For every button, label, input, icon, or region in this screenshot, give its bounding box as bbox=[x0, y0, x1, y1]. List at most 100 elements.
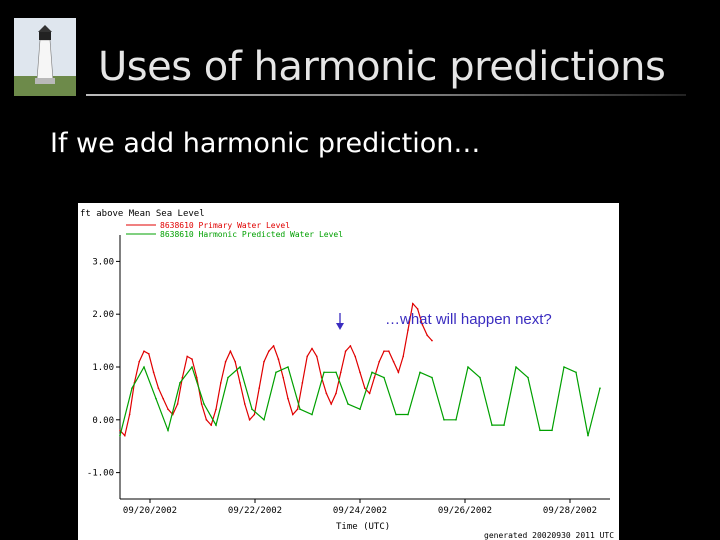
annotation-text: …what will happen next? bbox=[385, 311, 552, 328]
data-point bbox=[344, 350, 347, 352]
data-point bbox=[335, 392, 337, 395]
data-point bbox=[368, 392, 371, 395]
data-point bbox=[239, 382, 241, 384]
data-point bbox=[378, 360, 381, 363]
data-point bbox=[347, 403, 349, 405]
data-point bbox=[407, 329, 409, 331]
data-point bbox=[248, 419, 251, 421]
data-point bbox=[292, 413, 294, 416]
x-tick-label: 09/20/2002 bbox=[123, 506, 177, 516]
data-point bbox=[210, 424, 212, 426]
data-point bbox=[282, 376, 284, 379]
data-point bbox=[272, 345, 275, 347]
data-point bbox=[251, 408, 253, 411]
data-point bbox=[124, 434, 126, 437]
chart-axes: 3.00 2.00 1.00 0.00 -1.00 09/20/2002 09/22/200… bbox=[87, 235, 610, 516]
data-point bbox=[181, 376, 184, 379]
data-point bbox=[179, 382, 181, 384]
legend-entry: 8638610 Harmonic Predicted Water Level bbox=[160, 230, 343, 239]
slide-subtitle: If we add harmonic prediction… bbox=[50, 128, 481, 159]
data-point bbox=[119, 434, 121, 437]
data-point bbox=[224, 360, 227, 363]
data-point bbox=[388, 350, 390, 352]
data-point bbox=[316, 355, 318, 358]
data-point bbox=[306, 355, 308, 358]
chart-series bbox=[119, 302, 601, 437]
data-point bbox=[311, 413, 313, 416]
data-point bbox=[167, 429, 169, 432]
data-point bbox=[239, 366, 241, 368]
data-point bbox=[258, 387, 260, 389]
data-point bbox=[551, 429, 553, 432]
data-point bbox=[412, 302, 414, 305]
data-point bbox=[277, 358, 280, 360]
x-tick-label: 09/28/2002 bbox=[543, 506, 597, 516]
y-tick-label: 1.00 bbox=[92, 363, 114, 373]
data-point bbox=[311, 347, 313, 350]
data-point bbox=[383, 350, 385, 352]
data-point bbox=[587, 434, 589, 437]
data-point bbox=[364, 387, 366, 389]
data-point bbox=[148, 353, 150, 355]
data-point bbox=[301, 382, 304, 384]
data-point bbox=[383, 376, 385, 379]
data-point bbox=[373, 376, 376, 379]
y-tick-label: 0.00 bbox=[92, 416, 114, 426]
chart-annotations: …what will happen next? bbox=[336, 311, 552, 330]
data-point bbox=[143, 350, 145, 352]
data-point bbox=[220, 382, 222, 384]
data-point bbox=[515, 366, 517, 368]
data-point bbox=[203, 403, 205, 405]
y-tick-label: 2.00 bbox=[92, 310, 114, 320]
data-point bbox=[563, 366, 565, 368]
x-tick-label: 09/26/2002 bbox=[438, 506, 492, 516]
y-tick-label: -1.00 bbox=[87, 469, 114, 479]
chart-footer: generated 20020930 2011 UTC bbox=[484, 531, 614, 540]
data-point bbox=[205, 419, 208, 421]
data-point bbox=[416, 308, 419, 310]
tide-chart: ft above Mean Sea Level 8638610 Primary … bbox=[78, 203, 619, 540]
data-point bbox=[330, 403, 332, 405]
data-point bbox=[335, 371, 337, 374]
data-point bbox=[419, 371, 421, 374]
data-point bbox=[443, 419, 445, 421]
data-point bbox=[119, 429, 121, 432]
data-point bbox=[402, 355, 405, 358]
data-point bbox=[299, 408, 301, 411]
data-point bbox=[263, 360, 265, 363]
data-point bbox=[407, 413, 409, 416]
data-point bbox=[455, 419, 457, 421]
data-point bbox=[340, 371, 342, 374]
data-point bbox=[143, 366, 145, 368]
y-axis-label: ft above Mean Sea Level bbox=[80, 209, 205, 219]
data-point bbox=[253, 413, 256, 416]
data-point bbox=[421, 323, 424, 326]
annotation-arrow-head bbox=[336, 323, 344, 330]
data-point bbox=[152, 371, 155, 374]
data-point bbox=[503, 424, 505, 426]
x-tick-label: 09/22/2002 bbox=[228, 506, 282, 516]
data-point bbox=[275, 371, 277, 374]
data-point bbox=[155, 397, 157, 400]
data-point bbox=[527, 376, 529, 379]
data-point bbox=[431, 376, 433, 379]
data-point bbox=[138, 360, 140, 363]
data-point bbox=[296, 408, 299, 411]
data-point bbox=[263, 419, 265, 421]
data-point bbox=[176, 403, 179, 405]
data-point bbox=[157, 387, 160, 389]
data-point bbox=[229, 350, 232, 352]
data-point bbox=[371, 371, 373, 374]
data-point bbox=[349, 345, 352, 347]
data-point bbox=[191, 366, 193, 368]
data-point bbox=[323, 371, 325, 374]
data-point bbox=[287, 366, 289, 368]
data-point bbox=[215, 408, 217, 411]
data-point bbox=[244, 403, 246, 405]
data-point bbox=[479, 376, 481, 379]
data-point bbox=[325, 392, 328, 395]
data-point bbox=[162, 397, 164, 400]
x-tick-label: 09/24/2002 bbox=[333, 506, 387, 516]
data-point bbox=[196, 376, 198, 379]
